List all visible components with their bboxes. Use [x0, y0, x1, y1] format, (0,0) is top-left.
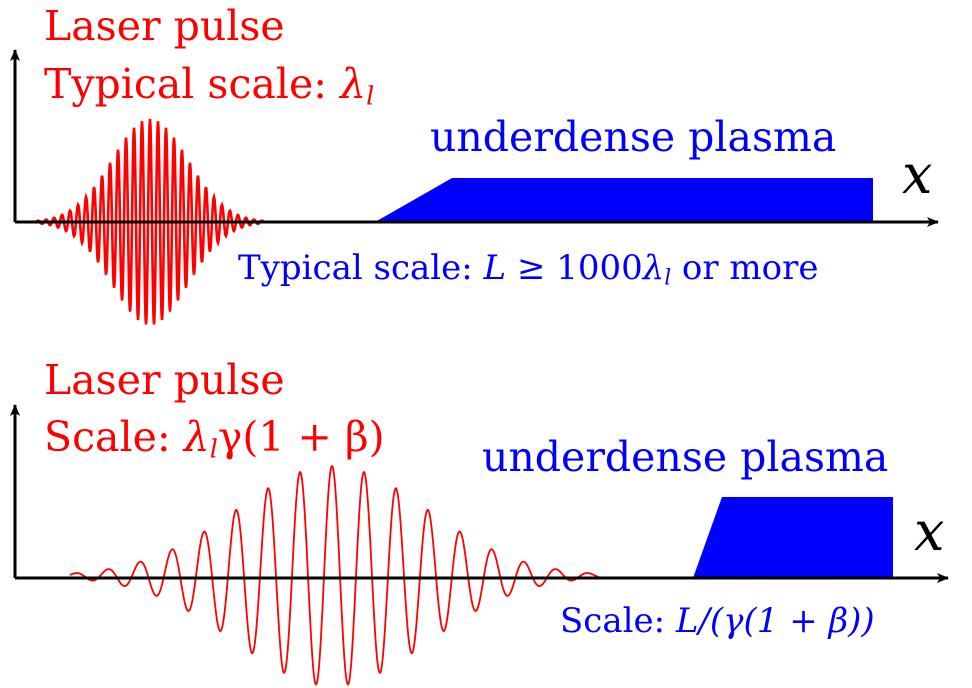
top-pulse-scale-symbol: λ [340, 60, 367, 108]
top-pulse-title: Laser pulse [44, 2, 285, 50]
top-plasma-scale-sub: l [664, 264, 672, 290]
top-plasma-scale-suffix: or more [681, 248, 819, 288]
bottom-plasma-scale-label: Scale: L/(γ(1 + β)) [560, 604, 875, 638]
top-plasma-scale-rel: ≥ 1000 [516, 248, 643, 288]
bottom-laser-pulse-wave [69, 464, 601, 686]
top-plasma-scale-prefix: Typical scale: [238, 248, 473, 288]
top-plasma-scale-L: L [483, 248, 507, 288]
top-plasma-profile [375, 178, 873, 222]
bottom-pulse-title: Laser pulse [44, 356, 285, 404]
top-panel [10, 49, 939, 325]
bottom-plasma-profile [693, 497, 893, 578]
bottom-plasma-scale-prefix: Scale: [560, 601, 666, 641]
top-plasma-scale-symbol: λ [642, 248, 665, 288]
bottom-pulse-scale-symbol: λ [183, 413, 210, 461]
top-x-axis-label: x [902, 143, 933, 206]
bottom-pulse-scale-label: Scale: λlγ(1 + β) [44, 417, 385, 462]
bottom-pulse-scale-sub: l [209, 433, 218, 464]
top-plasma-scale-label: Typical scale: L ≥ 1000λl or more [238, 248, 819, 288]
bottom-pulse-scale-expr: γ(1 + β) [217, 413, 385, 461]
top-pulse-scale-prefix: Typical scale: [44, 60, 328, 108]
bottom-panel [10, 404, 949, 686]
bottom-plasma-scale-expr: L/(γ(1 + β)) [675, 601, 875, 641]
bottom-x-axis-label: x [914, 500, 945, 563]
bottom-plasma-label: underdense plasma [482, 433, 889, 481]
top-plasma-label: underdense plasma [430, 113, 837, 161]
top-pulse-scale-label: Typical scale: λl [44, 64, 374, 109]
top-laser-pulse-wave [34, 118, 266, 325]
top-pulse-scale-sub: l [366, 80, 375, 111]
bottom-pulse-scale-prefix: Scale: [44, 413, 171, 461]
